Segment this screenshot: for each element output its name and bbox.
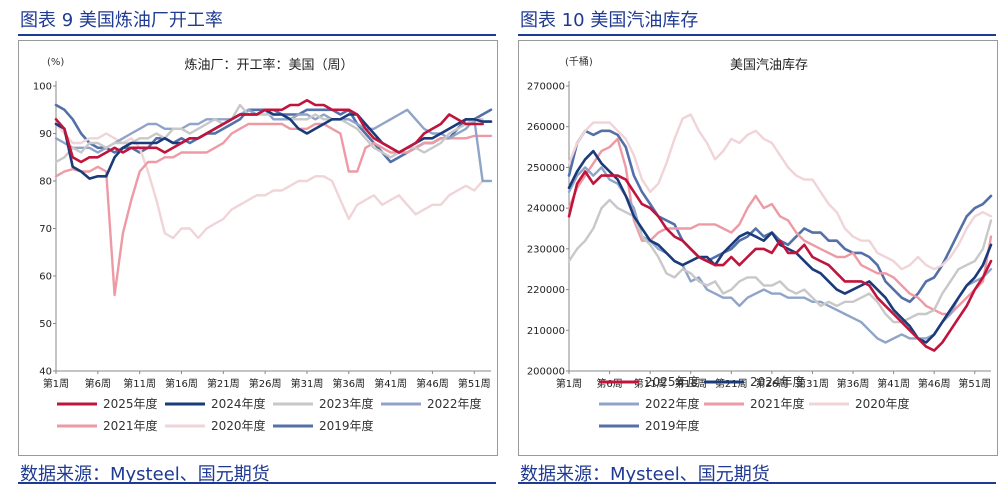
series-line-2022年度 (54, 108, 493, 183)
legend-label: 2024年度 (211, 396, 266, 411)
x-tick-label: 第16周 (674, 377, 707, 390)
series-line-2021年度 (567, 137, 993, 316)
x-tick-label: 第51周 (458, 377, 491, 390)
x-tick-label: 第36周 (837, 377, 870, 390)
x-tick-label: 第46周 (416, 377, 449, 390)
left-title-rule (18, 34, 496, 36)
x-tick-label: 第36周 (332, 377, 365, 390)
x-tick-label: 第6周 (85, 377, 111, 390)
legend-label: 2025年度 (645, 374, 700, 389)
right-bottom-rule (518, 482, 996, 484)
legend-label: 2020年度 (211, 418, 266, 433)
y-tick-label: 200000 (527, 367, 565, 378)
y-tick-label: 220000 (527, 285, 565, 296)
x-tick-label: 第21周 (207, 377, 240, 390)
x-tick-label: 第16周 (165, 377, 198, 390)
y-tick-label: 60 (39, 272, 52, 283)
right-figure-title: 图表 10 美国汽油库存 (520, 10, 699, 31)
y-tick-label: 230000 (527, 244, 565, 255)
gasoline-inventory-chart: 美国汽油库存 (千桶) 200000 210000 220000 230000 240000… (527, 55, 993, 433)
x-tick-label: 第31周 (291, 377, 324, 390)
x-tick-label: 第11周 (123, 377, 156, 390)
y-tick-label: 100 (33, 82, 52, 93)
legend-label: 2021年度 (750, 396, 805, 411)
y-tick-label: 80 (39, 177, 52, 188)
series-line-2021年度 (54, 122, 493, 297)
y-tick-label: 40 (39, 367, 52, 378)
y-tick-label: 210000 (527, 326, 565, 337)
series-line-2020年度 (567, 113, 993, 271)
left-bottom-rule (18, 482, 496, 484)
y-tick-label: 270000 (527, 82, 565, 93)
y-tick-label: 250000 (527, 163, 565, 174)
x-tick-label: 第26周 (756, 377, 789, 390)
right-title-rule (518, 34, 996, 36)
legend-label: 2019年度 (645, 418, 700, 433)
right-source: 数据来源：Mysteel、国元期货 (520, 464, 770, 485)
left-figure-title: 图表 9 美国炼油厂开工率 (20, 10, 223, 31)
refinery-utilization-chart-panel: 炼油厂：开工率：美国（周） (%) 40 50 60 70 80 90 100 第1周 第6周 第11… (18, 40, 498, 456)
x-tick-label: 第41周 (374, 377, 407, 390)
chart-title: 炼油厂：开工率：美国（周） (184, 57, 353, 73)
legend-label: 2024年度 (750, 374, 805, 389)
gasoline-inventory-chart-panel: 美国汽油库存 (千桶) 200000 210000 220000 230000 240000… (518, 40, 998, 456)
legend-label: 2021年度 (103, 418, 158, 433)
legend-label: 2023年度 (319, 396, 374, 411)
x-tick-label: 第1周 (556, 377, 582, 390)
series-line-2023年度 (567, 198, 993, 324)
series-line-2022年度 (567, 166, 993, 344)
x-tick-label: 第41周 (877, 377, 910, 390)
legend-label: 2022年度 (427, 396, 482, 411)
x-tick-label: 第26周 (249, 377, 282, 390)
y-tick-label: 260000 (527, 122, 565, 133)
x-tick-label: 第31周 (796, 377, 829, 390)
x-tick-label: 第51周 (958, 377, 991, 390)
y-axis-unit: (千桶) (565, 55, 593, 68)
series-line-2023年度 (54, 103, 484, 164)
x-tick-label: 第11周 (634, 377, 667, 390)
legend-label: 2020年度 (855, 396, 910, 411)
y-tick-label: 90 (39, 129, 52, 140)
y-axis-unit: (%) (47, 57, 64, 68)
chart-title: 美国汽油库存 (730, 57, 808, 73)
legend-label: 2022年度 (645, 396, 700, 411)
series-line-2025年度 (54, 98, 484, 164)
y-tick-label: 240000 (527, 204, 565, 215)
left-source: 数据来源：Mysteel、国元期货 (20, 464, 270, 485)
series-line-2020年度 (54, 122, 484, 240)
y-tick-label: 50 (39, 319, 52, 330)
series-line-2025年度 (567, 170, 993, 352)
x-tick-label: 第46周 (918, 377, 951, 390)
x-tick-label: 第1周 (43, 377, 69, 390)
y-tick-label: 70 (39, 224, 52, 235)
legend-label: 2019年度 (319, 418, 374, 433)
legend-label: 2025年度 (103, 396, 158, 411)
refinery-utilization-chart: 炼油厂：开工率：美国（周） (%) 40 50 60 70 80 90 100 第1周 第6周 第11… (33, 57, 493, 433)
